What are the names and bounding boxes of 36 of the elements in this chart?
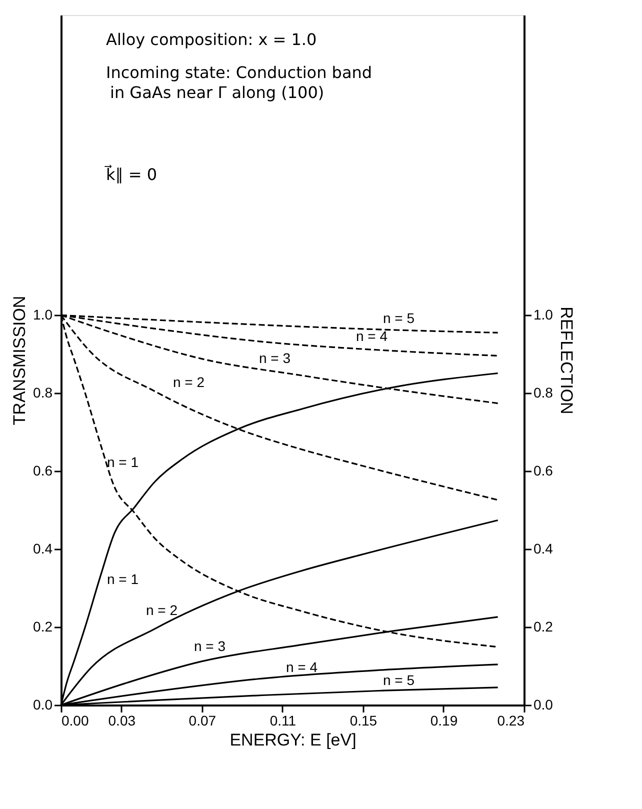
- y-tick-label: 0.8: [33, 384, 53, 401]
- annotation: Incoming state: Conduction band: [106, 63, 372, 82]
- y2-tick-label: 0.2: [534, 618, 554, 635]
- y-axis-title: TRANSMISSION: [10, 296, 30, 426]
- y-tick-label: 0.2: [33, 618, 53, 635]
- annotation: n = 4: [356, 328, 388, 344]
- annotation: n = 2: [173, 374, 205, 390]
- y2-tick-label: 0.0: [534, 696, 554, 712]
- annotation: n = 4: [286, 659, 318, 675]
- x-tick-label: 0.19: [430, 712, 458, 728]
- x-tick-label: 0.00: [62, 712, 89, 728]
- y2-tick-label: 0.6: [534, 462, 554, 479]
- x-tick-label: 0.07: [188, 712, 216, 728]
- x-tick-label: 0.23: [497, 712, 525, 728]
- annotation: n = 1: [107, 454, 139, 470]
- annotation: in GaAs near Γ along (100): [110, 83, 324, 102]
- x-tick-label: 0.15: [350, 712, 378, 728]
- x-tick-label: 0.11: [270, 712, 296, 728]
- y2-tick-label: 1.0: [534, 306, 554, 323]
- y-tick-label: 0.4: [33, 540, 53, 557]
- y2-tick-label: 0.8: [534, 384, 554, 401]
- annotation: n = 2: [146, 602, 178, 618]
- y-tick-label: 0.0: [33, 696, 53, 712]
- annotation: n = 5: [383, 672, 415, 688]
- y-tick-label: 0.6: [33, 462, 53, 479]
- annotation: Alloy composition: x = 1.0: [106, 30, 317, 49]
- annotation: k⃗∥ = 0: [104, 164, 158, 184]
- y2-axis-title: REFLECTION: [556, 306, 576, 414]
- y-tick-label: 1.0: [33, 306, 53, 323]
- x-tick-label: 0.03: [108, 712, 136, 728]
- x-axis-title: ENERGY: E [eV]: [230, 730, 356, 750]
- annotation: n = 3: [194, 638, 226, 654]
- annotation: n = 3: [259, 350, 291, 366]
- annotation: n = 5: [383, 310, 415, 326]
- y2-tick-label: 0.4: [534, 540, 554, 557]
- annotation: n = 1: [107, 571, 139, 587]
